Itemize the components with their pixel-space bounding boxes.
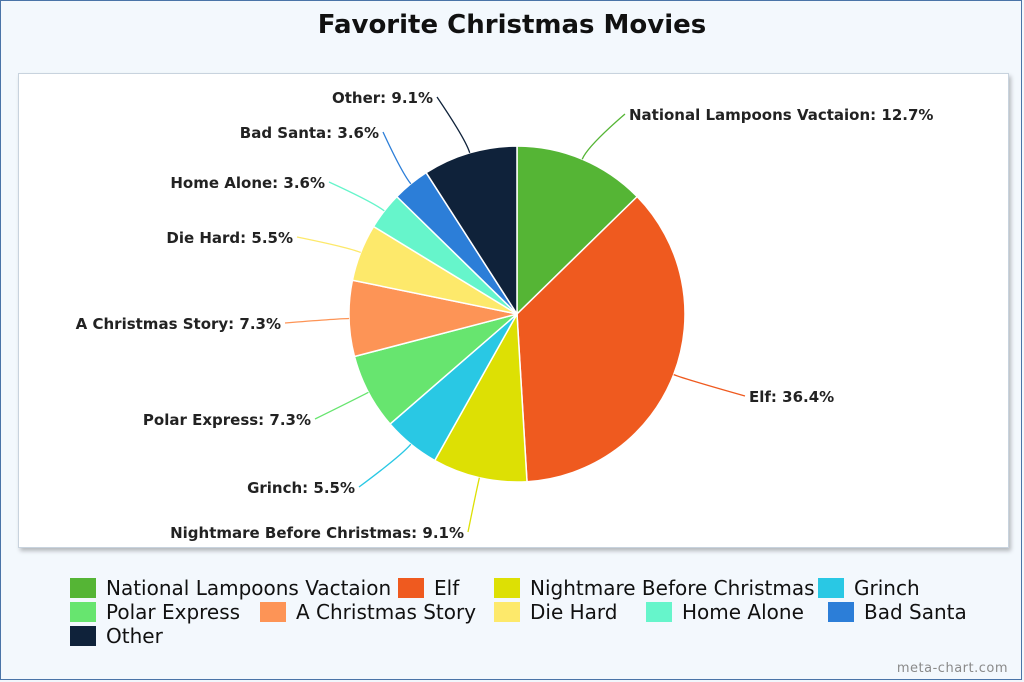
legend-label: Nightmare Before Christmas	[530, 576, 815, 600]
legend-item-bad-santa[interactable]: Bad Santa	[828, 600, 967, 624]
leader-line	[436, 96, 471, 153]
legend-item-nightmare-before-christmas[interactable]: Nightmare Before Christmas	[494, 576, 815, 600]
legend-swatch	[70, 625, 96, 646]
slice-data-label: Home Alone: 3.6%	[170, 174, 325, 192]
leader-line	[328, 181, 385, 212]
pie-slice-national-lampoons-vactaion[interactable]	[516, 145, 639, 316]
legend-swatch	[398, 577, 424, 598]
legend-swatch	[494, 577, 520, 598]
slice-data-label: Nightmare Before Christmas: 9.1%	[170, 524, 464, 542]
legend-item-polar-express[interactable]: Polar Express	[70, 600, 240, 624]
slice-data-label: Elf: 36.4%	[749, 388, 834, 406]
legend-item-grinch[interactable]: Grinch	[818, 576, 920, 600]
legend-label: A Christmas Story	[296, 600, 477, 624]
legend-swatch	[260, 601, 286, 622]
legend-label: Polar Express	[106, 600, 241, 624]
leader-line	[467, 477, 481, 533]
pie-slice-other[interactable]	[425, 145, 518, 317]
legend-item-die-hard[interactable]: Die Hard	[494, 600, 617, 624]
slice-data-label: Polar Express: 7.3%	[143, 411, 311, 429]
slice-data-label: Bad Santa: 3.6%	[240, 124, 379, 142]
legend-swatch	[646, 601, 672, 622]
legend-swatch	[70, 601, 96, 622]
leader-line	[284, 317, 350, 324]
slice-data-label: Die Hard: 5.5%	[166, 229, 293, 247]
slice-data-label: A Christmas Story: 7.3%	[76, 315, 281, 333]
pie-slice-elf[interactable]	[516, 195, 686, 483]
legend-swatch	[494, 601, 520, 622]
legend-item-a-christmas-story[interactable]: A Christmas Story	[260, 600, 476, 624]
leader-line	[358, 443, 412, 488]
legend-item-other[interactable]: Other	[70, 624, 163, 648]
pie-chart: National Lampoons Vactaion: 12.7% Elf: 36…	[76, 89, 934, 542]
leader-line	[314, 391, 369, 420]
leader-line	[673, 373, 746, 397]
legend-swatch	[70, 577, 96, 598]
chart-title: Favorite Christmas Movies	[317, 10, 707, 40]
plot-area: National Lampoons Vactaion: 12.7% Elf: 36…	[18, 73, 1009, 548]
legend-item-home-alone[interactable]: Home Alone	[646, 600, 804, 624]
legend-label: Elf	[434, 576, 460, 600]
slice-data-label: National Lampoons Vactaion: 12.7%	[629, 106, 933, 124]
leader-line	[382, 131, 412, 185]
slice-data-label: Grinch: 5.5%	[247, 479, 355, 497]
leader-line	[296, 236, 361, 254]
slice-data-label: Other: 9.1%	[332, 89, 433, 107]
legend-label: Home Alone	[682, 600, 804, 624]
leader-line	[581, 113, 626, 160]
pie-slice-nightmare-before-christmas[interactable]	[433, 311, 528, 483]
legend-label: Bad Santa	[864, 600, 967, 624]
legend-label: National Lampoons Vactaion	[106, 576, 392, 600]
watermark: meta-chart.com	[896, 661, 1008, 676]
legend-item-elf[interactable]: Elf	[398, 576, 459, 600]
legend-label: Die Hard	[530, 600, 618, 624]
legend-item-national-lampoons-vactaion[interactable]: National Lampoons Vactaion	[70, 576, 391, 600]
legend-swatch	[818, 577, 844, 598]
legend-label: Grinch	[854, 576, 920, 600]
legend-swatch	[828, 601, 854, 622]
legend-label: Other	[106, 624, 163, 648]
